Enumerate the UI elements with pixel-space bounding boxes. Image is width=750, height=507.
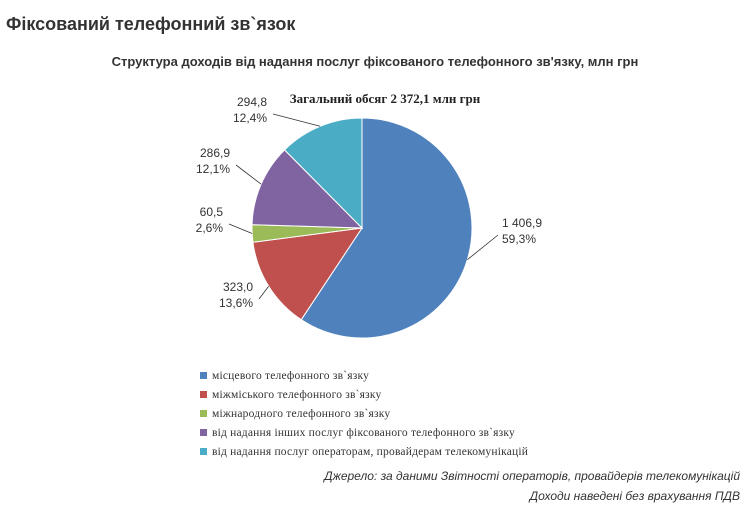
source-note: Джерело: за даними Звітності операторів,… bbox=[324, 466, 740, 506]
vat-note: Доходи наведені без врахування ПДВ bbox=[529, 489, 740, 503]
slice-percent-label: 12,4% bbox=[233, 111, 267, 125]
legend-label: місцевого телефонного зв`язку bbox=[212, 369, 370, 382]
chart-subtitle: Загальний обсяг 2 372,1 млн грн bbox=[290, 91, 481, 106]
chart-legend: місцевого телефонного зв`язку міжміського… bbox=[200, 366, 528, 461]
slice-value-label: 286,9 bbox=[200, 146, 230, 160]
legend-item: місцевого телефонного зв`язку bbox=[200, 366, 528, 385]
leader-line bbox=[258, 286, 270, 300]
legend-swatch bbox=[200, 391, 207, 398]
slice-percent-label: 2,6% bbox=[196, 221, 224, 235]
legend-swatch bbox=[200, 410, 207, 417]
pie-slice bbox=[283, 117, 363, 230]
slice-percent-label: 12,1% bbox=[196, 162, 230, 176]
leader-line bbox=[272, 113, 321, 127]
slice-value-label: 323,0 bbox=[223, 280, 253, 294]
slice-value-label: 1 406,9 bbox=[502, 216, 542, 230]
legend-label: міжнародного телефонного зв`язку bbox=[212, 407, 391, 420]
legend-label: міжміського телефонного зв`язку bbox=[212, 388, 382, 401]
legend-label: від надання інших послуг фіксованого тел… bbox=[212, 426, 515, 439]
legend-item: від надання послуг операторам, провайдер… bbox=[200, 442, 528, 461]
legend-swatch bbox=[200, 372, 207, 379]
chart-title: Структура доходів від надання послуг фік… bbox=[111, 54, 639, 69]
legend-item: міжміського телефонного зв`язку bbox=[200, 385, 528, 404]
legend-label: від надання послуг операторам, провайдер… bbox=[212, 445, 529, 458]
leader-line bbox=[228, 223, 253, 234]
legend-item: від надання інших послуг фіксованого тел… bbox=[200, 423, 528, 442]
source-line: Джерело: за даними Звітності операторів,… bbox=[324, 469, 740, 483]
legend-swatch bbox=[200, 429, 207, 436]
leader-line bbox=[467, 234, 499, 261]
legend-item: міжнародного телефонного зв`язку bbox=[200, 404, 528, 423]
slice-percent-label: 13,6% bbox=[219, 296, 253, 310]
pie-slice bbox=[252, 227, 364, 321]
section-title: Фіксований телефонний зв`язок bbox=[6, 14, 296, 34]
leader-line bbox=[235, 164, 262, 185]
slice-value-label: 60,5 bbox=[200, 205, 224, 219]
slice-value-label: 294,8 bbox=[237, 95, 267, 109]
pie-slice bbox=[300, 117, 473, 339]
slice-percent-label: 59,3% bbox=[502, 232, 536, 246]
legend-swatch bbox=[200, 448, 207, 455]
